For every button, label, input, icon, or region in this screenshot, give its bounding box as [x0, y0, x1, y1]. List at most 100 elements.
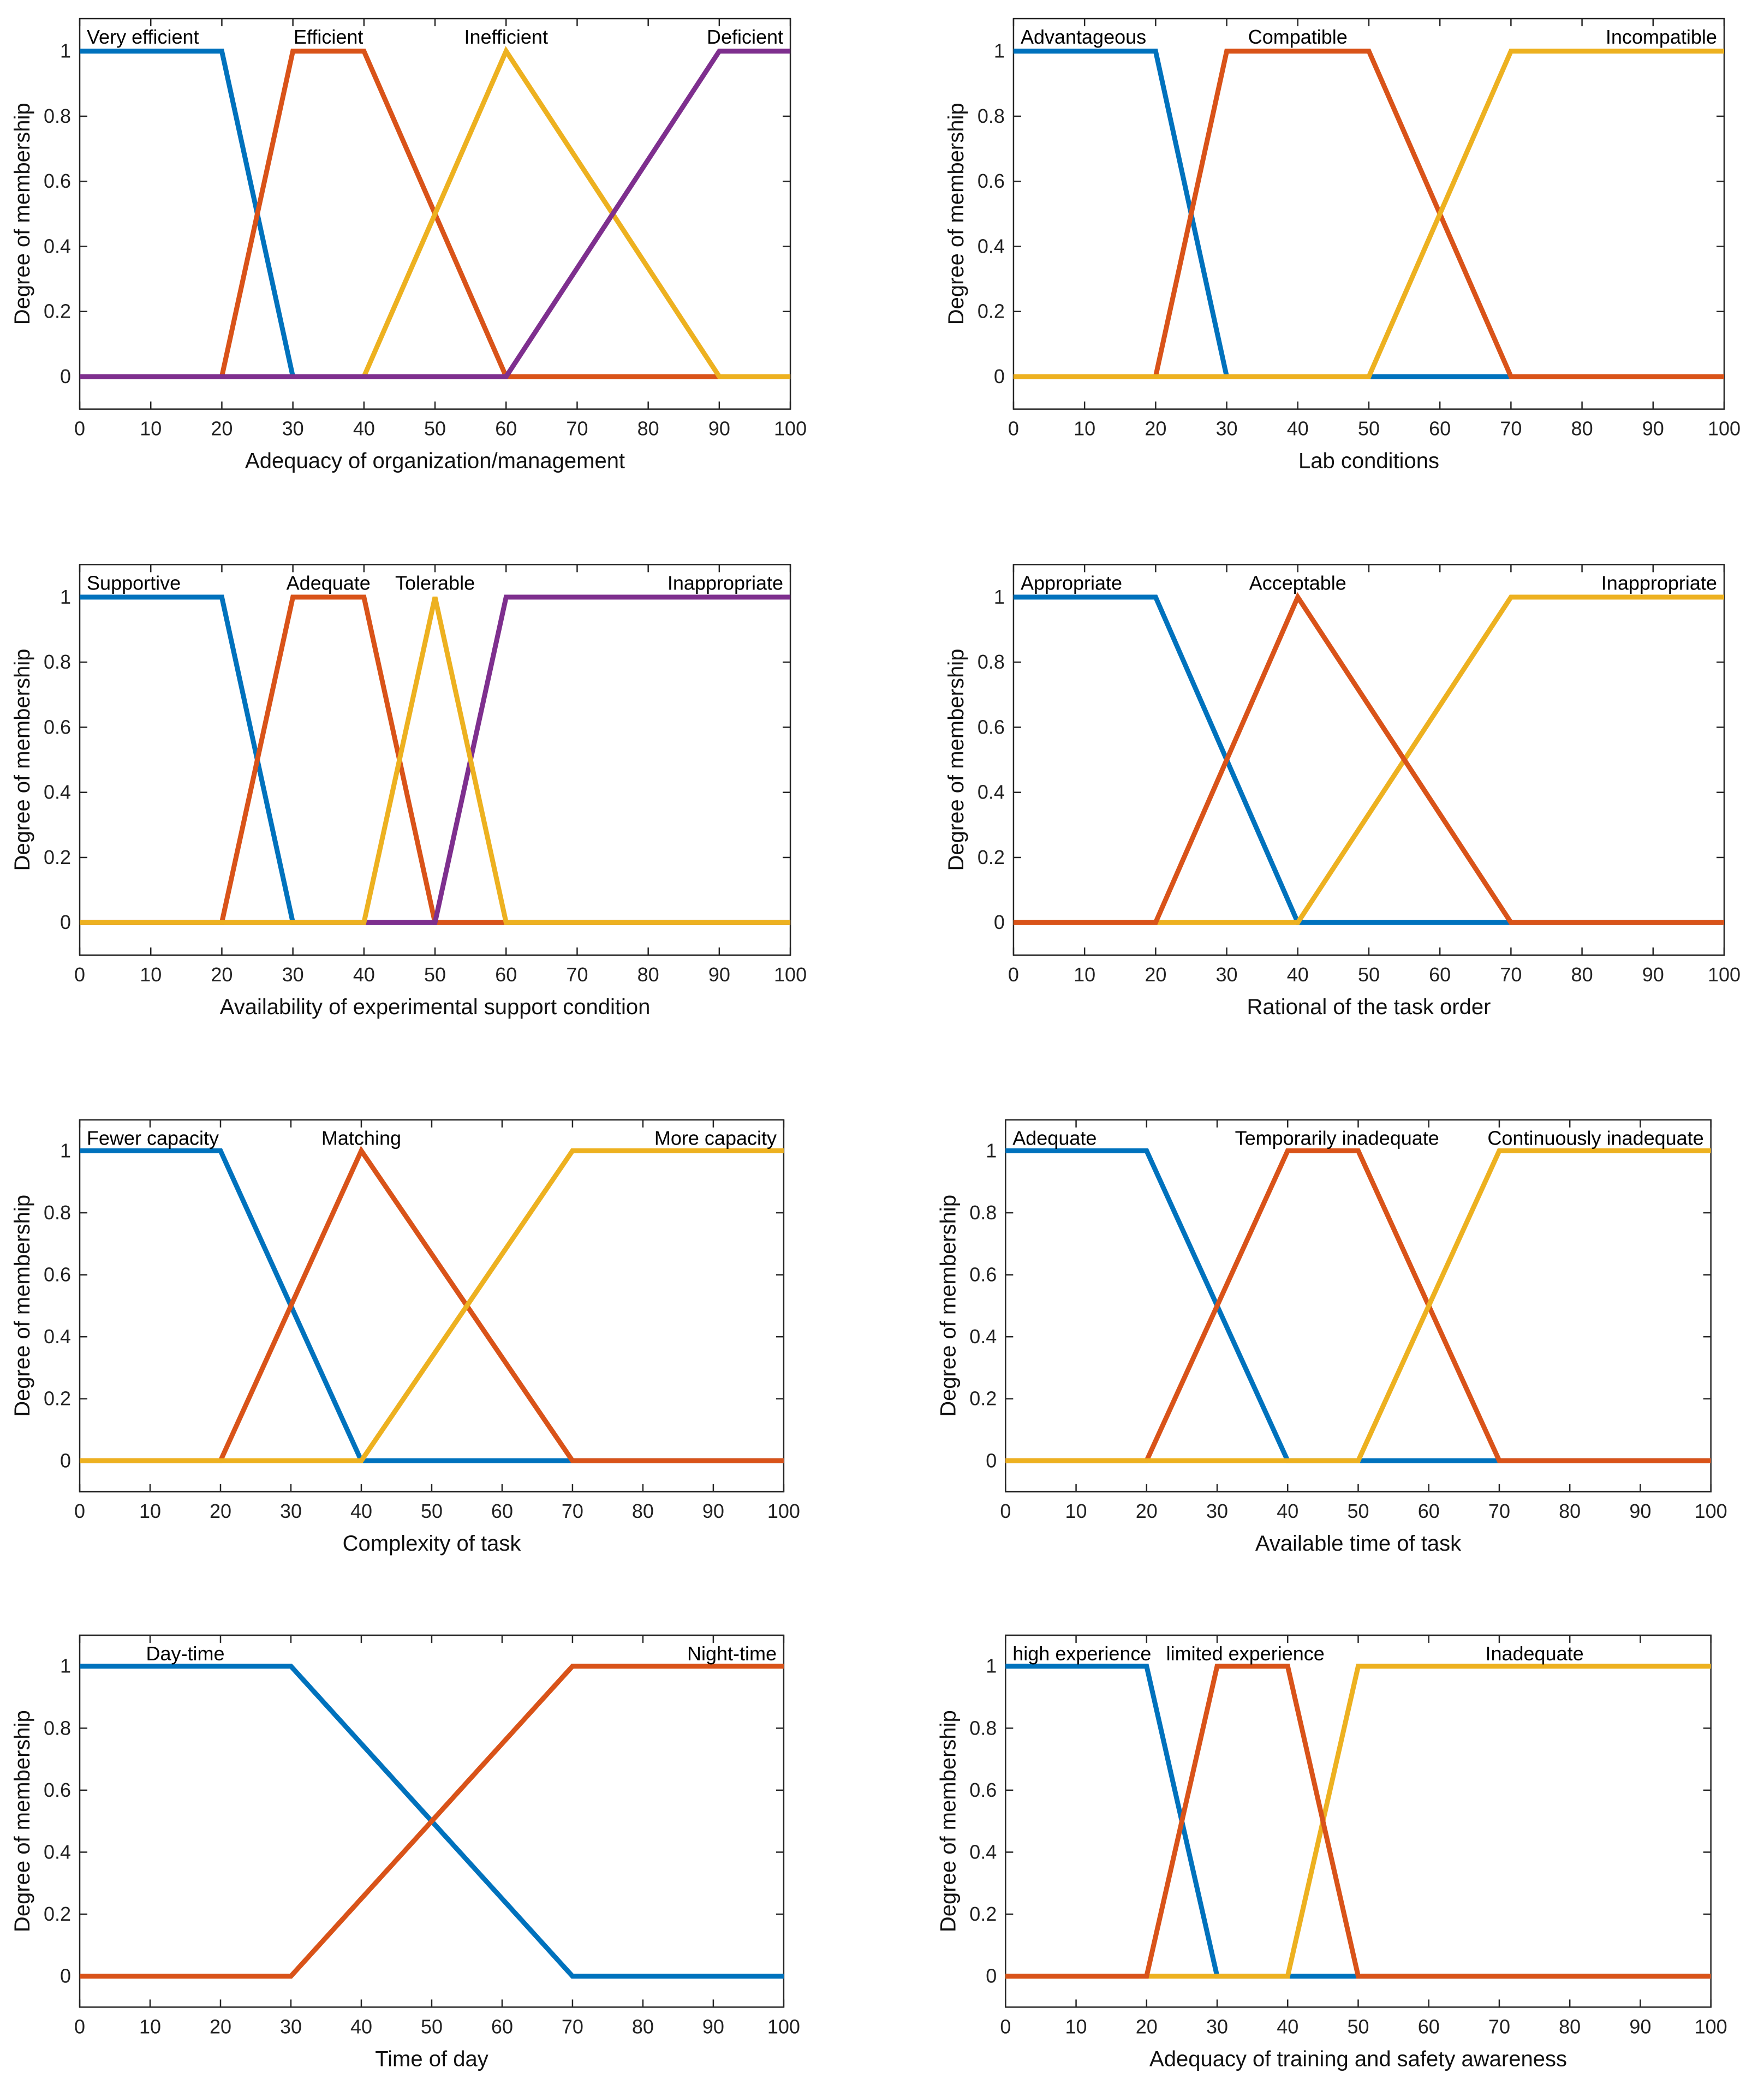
x-tick-label: 10 [139, 1500, 161, 1522]
x-tick-label: 70 [1488, 2015, 1510, 2038]
series-line-inappropriate [1013, 594, 1724, 925]
x-tick-label: 50 [1358, 963, 1380, 986]
term-label: Matching [321, 1127, 401, 1149]
x-tick-label: 30 [1206, 2015, 1228, 2038]
x-tick-label: 50 [1358, 418, 1380, 440]
x-axis-label: Adequacy of training and safety awarenes… [1149, 2047, 1567, 2071]
x-tick-label: 60 [1429, 418, 1451, 440]
y-tick-label: 0 [60, 911, 71, 933]
y-tick-label: 1 [986, 1655, 997, 1677]
x-axis-label: Available time of task [1255, 1532, 1462, 1556]
x-tick-label: 50 [424, 963, 446, 986]
y-axis-label: Degree of membership [10, 649, 34, 871]
x-tick-label: 40 [1277, 1500, 1298, 1522]
x-tick-label: 30 [282, 418, 304, 440]
y-tick-label: 1 [60, 586, 71, 608]
series-line-tolerable [80, 597, 791, 925]
y-tick-label: 0.8 [978, 105, 1005, 127]
term-label: Advantageous [1021, 26, 1146, 48]
series-line-acceptable [1013, 592, 1724, 925]
x-tick-label: 30 [282, 963, 304, 986]
term-label: Tolerable [395, 571, 475, 594]
y-axis-label: Degree of membership [10, 1195, 34, 1417]
x-tick-label: 10 [1065, 1500, 1087, 1522]
term-label: Inefficient [464, 26, 548, 48]
y-tick-label: 0.6 [44, 1779, 71, 1801]
y-tick-label: 0.2 [978, 300, 1005, 323]
x-tick-label: 70 [566, 963, 588, 986]
series-line-limited-experience [1005, 1664, 1711, 1979]
x-tick-label: 40 [350, 2015, 372, 2038]
series-line-inadequate [1005, 1664, 1711, 1979]
y-tick-label: 0.4 [44, 781, 71, 803]
series-line-more-capacity [80, 1148, 784, 1463]
x-tick-label: 80 [1571, 418, 1593, 440]
x-tick-label: 90 [1629, 2015, 1651, 2038]
x-tick-label: 0 [1000, 2015, 1011, 2038]
x-tick-label: 0 [74, 1500, 85, 1522]
x-tick-label: 0 [74, 963, 85, 986]
y-tick-label: 0.2 [969, 1387, 997, 1410]
x-tick-label: 10 [1065, 2015, 1087, 2038]
y-tick-label: 0.2 [969, 1903, 997, 1925]
x-axis-label: Lab conditions [1298, 449, 1439, 473]
x-tick-label: 100 [767, 1500, 800, 1522]
y-tick-label: 1 [60, 40, 71, 62]
x-axis-label: Availability of experimental support con… [220, 995, 651, 1019]
x-tick-label: 50 [1347, 1500, 1369, 1522]
y-tick-label: 0.8 [44, 651, 71, 673]
y-tick-label: 0.8 [969, 1201, 997, 1224]
series-line-supportive [80, 594, 791, 925]
chart-panel-8: 0 10 20 30 40 50 60 70 80 90 100 0 0.2 0.4 0.6 0.8 1 Adeq… [936, 1634, 1727, 2071]
x-tick-label: 100 [1695, 1500, 1727, 1522]
x-tick-label: 50 [421, 1500, 443, 1522]
y-tick-label: 0.4 [978, 781, 1005, 803]
x-tick-label: 10 [140, 418, 162, 440]
x-tick-label: 60 [495, 963, 517, 986]
x-tick-label: 30 [1216, 963, 1238, 986]
term-label: Adequate [287, 571, 371, 594]
term-label: Inappropriate [668, 571, 783, 594]
y-tick-label: 0 [994, 365, 1005, 388]
chart-panel-2: 0 10 20 30 40 50 60 70 80 90 100 0 0.2 0.4 0.6 0.8 1 Lab … [944, 17, 1741, 473]
x-tick-label: 70 [1500, 963, 1522, 986]
series-line-inefficient [80, 46, 791, 379]
y-axis-label: Degree of membership [936, 1195, 960, 1417]
y-tick-label: 0.6 [969, 1779, 997, 1801]
x-tick-label: 50 [424, 418, 446, 440]
term-label: Very efficient [87, 26, 199, 48]
series-line-matching [80, 1146, 784, 1463]
x-tick-label: 30 [280, 2015, 302, 2038]
y-tick-label: 1 [986, 1139, 997, 1161]
series-line-appropriate [1013, 594, 1724, 925]
term-label: high experience [1012, 1642, 1151, 1665]
x-tick-label: 80 [637, 418, 659, 440]
x-tick-label: 50 [421, 2015, 443, 2038]
x-tick-label: 20 [1136, 2015, 1158, 2038]
x-tick-label: 90 [708, 963, 730, 986]
x-tick-label: 70 [566, 418, 588, 440]
series-line-adequate [1005, 1148, 1711, 1463]
x-tick-label: 30 [280, 1500, 302, 1522]
x-tick-label: 20 [211, 418, 233, 440]
term-label: Inadequate [1485, 1642, 1583, 1665]
series-line-high-experience [1005, 1664, 1711, 1979]
y-tick-label: 0.4 [44, 1325, 71, 1348]
y-tick-label: 1 [60, 1139, 71, 1161]
y-tick-label: 0 [986, 1965, 997, 1987]
y-tick-label: 0.2 [44, 300, 71, 323]
y-axis-label: Degree of membership [944, 103, 968, 325]
x-tick-label: 60 [1418, 2015, 1440, 2038]
term-label: Supportive [87, 571, 181, 594]
x-tick-label: 80 [632, 1500, 654, 1522]
x-tick-label: 20 [1145, 418, 1166, 440]
y-tick-label: 0.2 [44, 1903, 71, 1925]
y-tick-label: 0.4 [969, 1325, 997, 1348]
x-tick-label: 100 [1708, 418, 1741, 440]
y-tick-label: 0.6 [44, 170, 71, 192]
x-axis-label: Complexity of task [343, 1532, 522, 1556]
x-axis-label: Time of day [375, 2047, 488, 2071]
x-tick-label: 90 [1629, 1500, 1651, 1522]
y-tick-label: 0.4 [978, 235, 1005, 257]
series-line-advantageous [1013, 49, 1724, 379]
